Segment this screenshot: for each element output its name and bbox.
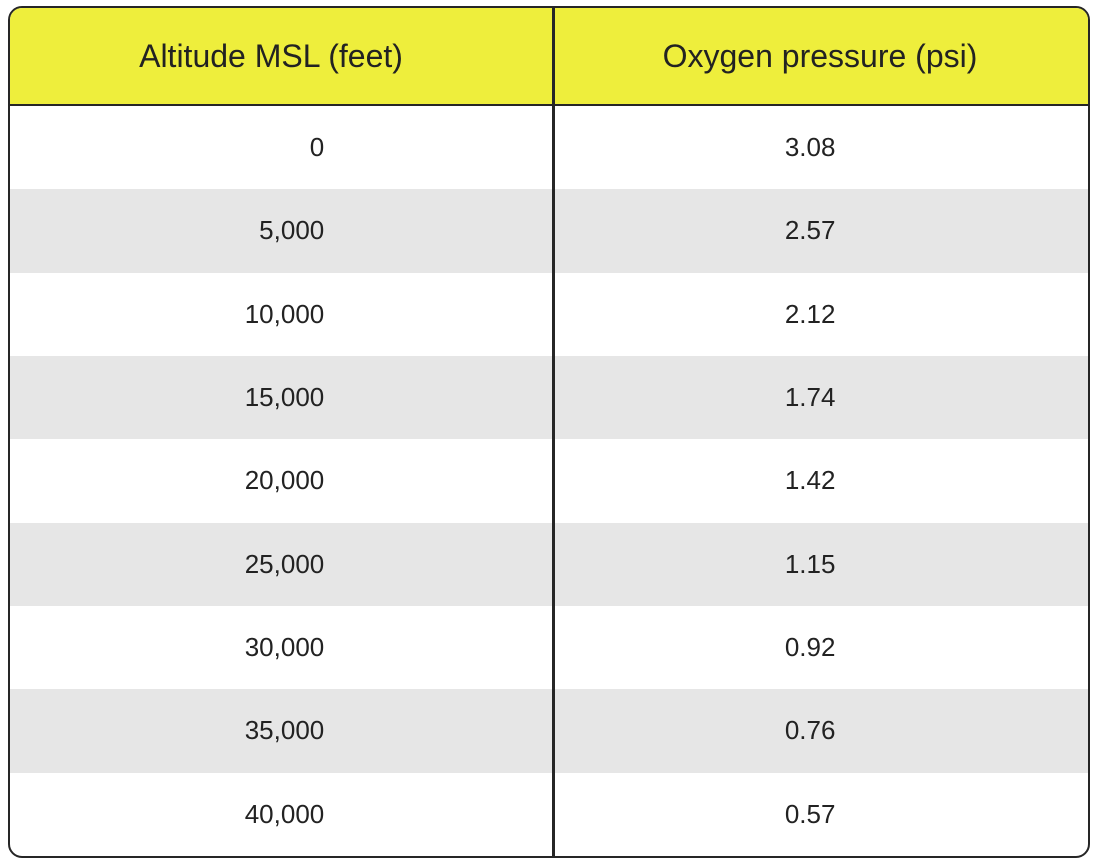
table-cell: 2.57 — [784, 215, 836, 246]
table-row: 10,000 2.12 — [10, 273, 1088, 356]
table-cell: 2.12 — [784, 298, 836, 329]
table-cell: 0.76 — [784, 715, 836, 746]
table-cell: 0.57 — [784, 798, 836, 829]
table-row: 40,000 0.57 — [10, 773, 1088, 856]
table-cell: 20,000 — [244, 465, 325, 496]
header-row: Altitude MSL (feet) Oxygen pressure (psi… — [10, 8, 1088, 106]
table-cell: 15,000 — [244, 382, 325, 413]
table-cell: 1.42 — [784, 465, 836, 496]
table-row: 5,000 2.57 — [10, 189, 1088, 273]
table-cell: 3.08 — [784, 132, 836, 163]
column-divider — [552, 8, 555, 856]
table-row: 0 3.08 — [10, 106, 1088, 189]
table-row: 15,000 1.74 — [10, 356, 1088, 440]
table-cell: 30,000 — [244, 632, 325, 663]
table-cell: 35,000 — [244, 715, 325, 746]
table-cell: 10,000 — [244, 298, 325, 329]
table-cell: 0 — [309, 132, 325, 163]
table-cell: 0.92 — [784, 632, 836, 663]
table-cell: 40,000 — [244, 798, 325, 829]
table-row: 20,000 1.42 — [10, 439, 1088, 522]
table-cell: 1.15 — [784, 548, 836, 579]
header-cell: Oxygen pressure (psi) — [662, 37, 978, 74]
table-cell: 1.74 — [784, 382, 836, 413]
table: Altitude MSL (feet) Oxygen pressure (psi… — [8, 6, 1090, 858]
table-row: 35,000 0.76 — [10, 689, 1088, 773]
table-row: 25,000 1.15 — [10, 522, 1088, 606]
table-cell: 25,000 — [244, 548, 325, 579]
table-row: 30,000 0.92 — [10, 606, 1088, 689]
table-cell: 5,000 — [259, 215, 325, 246]
header-cell: Altitude MSL (feet) — [139, 37, 403, 74]
